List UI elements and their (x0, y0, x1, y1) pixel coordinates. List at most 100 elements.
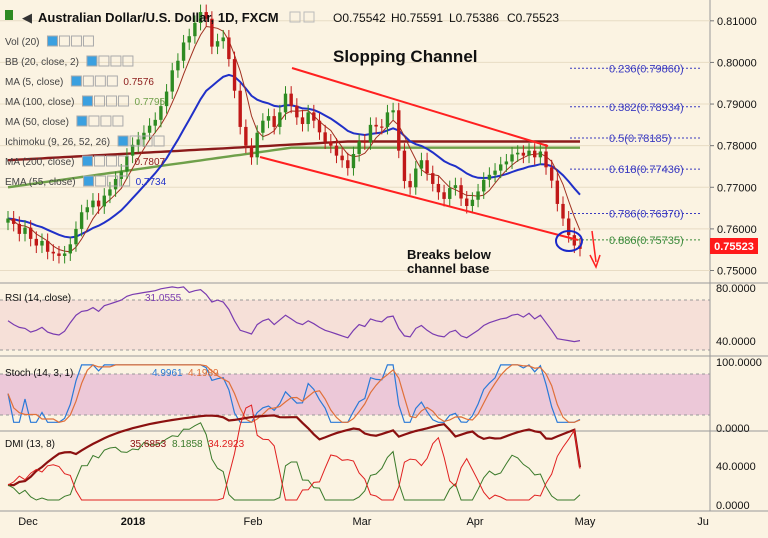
candle-body (45, 240, 50, 252)
legend-control-icon[interactable] (129, 135, 141, 147)
dmi-adx-line (7, 414, 582, 487)
ema55-line (7, 73, 581, 239)
symbol-title: Australian Dollar/U.S. Dollar, 1D, FXCM (38, 10, 279, 25)
time-axis-label: May (575, 516, 596, 528)
candle-body (238, 90, 242, 127)
stoch-d-value: 4.1989 (188, 368, 219, 379)
fib-label: 0.886(0.75735) (609, 235, 684, 247)
candle-body (11, 218, 16, 224)
legend-control-icon[interactable] (70, 75, 82, 87)
fib-label: 0.786(0.76370) (609, 208, 684, 220)
legend-control-icon[interactable] (88, 115, 100, 127)
legend-control-icon[interactable] (107, 175, 119, 187)
candle-body (516, 152, 520, 155)
candle-body (493, 170, 497, 175)
down-arrow-icon (591, 230, 597, 263)
candle-body (504, 161, 509, 165)
legend-control-icon[interactable] (119, 175, 131, 187)
candle-body (40, 240, 44, 246)
dmi-label: DMI (13, 8) (5, 439, 55, 450)
legend-control-icon[interactable] (93, 155, 105, 167)
channel-top-line[interactable] (291, 67, 549, 147)
legend-value: 0.7734 (136, 177, 167, 188)
legend-control-icon[interactable] (105, 95, 117, 107)
legend-control-icon[interactable] (153, 135, 165, 147)
rsi-label: RSI (14, close) (5, 293, 71, 304)
dmi-axis-40: 40.0000 (716, 461, 756, 473)
time-axis-label: Ju (697, 516, 709, 528)
header-icons[interactable] (289, 11, 315, 23)
legend-control-icon[interactable] (117, 155, 129, 167)
legend-control-icon[interactable] (122, 55, 134, 67)
candle-body (249, 145, 254, 158)
candle-body (68, 244, 72, 254)
legend-control-icon[interactable] (98, 55, 110, 67)
price-axis-label: 0.79000 (717, 99, 757, 111)
stoch-axis-100: 100.0000 (716, 357, 762, 369)
legend-control-icon[interactable] (70, 35, 82, 47)
dmi-plus-value: 8.1858 (172, 439, 203, 450)
legend-control-icon[interactable] (93, 95, 105, 107)
candle-body (465, 198, 469, 207)
price-badge-text: 0.75523 (714, 241, 754, 253)
legend-control-icon[interactable] (82, 75, 94, 87)
header-icon[interactable] (303, 11, 315, 23)
candle-body (544, 151, 548, 168)
price-axis-panel (710, 0, 768, 533)
legend-control-icon[interactable] (58, 35, 70, 47)
candle-body (419, 160, 424, 169)
candle-body (397, 110, 401, 151)
legend-control-icon[interactable] (86, 55, 98, 67)
legend-control-icon[interactable] (46, 35, 58, 47)
legend-control-icon[interactable] (95, 175, 107, 187)
legend-control-icon[interactable] (110, 55, 122, 67)
collapse-icon[interactable]: ◀ (22, 10, 32, 25)
candle-body (34, 238, 39, 246)
candle-body (499, 164, 503, 171)
candle-body (187, 36, 191, 43)
candle-body (266, 116, 271, 121)
legend-control-icon[interactable] (112, 115, 124, 127)
legend-control-icon[interactable] (81, 155, 93, 167)
fib-label: 0.618(0.77436) (609, 164, 684, 176)
candle-body (119, 171, 123, 179)
candle-body (436, 183, 441, 193)
legend-control-icon[interactable] (76, 115, 88, 127)
ma100-line (7, 146, 580, 189)
legend-control-icon[interactable] (83, 175, 95, 187)
legend-value: 0.7576 (123, 77, 154, 88)
candle-icon[interactable] (5, 10, 13, 20)
legend-control-icon[interactable] (141, 135, 153, 147)
legend-control-icon[interactable] (117, 95, 129, 107)
candle-body (215, 41, 220, 47)
candle-body (527, 150, 531, 156)
candle-body (289, 93, 293, 106)
candle-body (368, 124, 373, 143)
price-axis-label: 0.80000 (717, 57, 757, 69)
candle-body (130, 144, 135, 156)
channel-base-line[interactable] (259, 156, 579, 241)
candle-body (414, 168, 418, 188)
legend-label: Vol (20) (5, 37, 39, 48)
candle-body (306, 112, 310, 125)
time-axis-label: Mar (353, 516, 372, 528)
header-icon[interactable] (289, 11, 301, 23)
legend-label: MA (100, close) (5, 97, 74, 108)
candle-body (176, 60, 180, 71)
legend-value: 0.7807 (134, 157, 165, 168)
legend-control-icon[interactable] (117, 135, 129, 147)
legend-control-icon[interactable] (105, 155, 117, 167)
legend-control-icon[interactable] (106, 75, 118, 87)
candle-body (17, 223, 22, 234)
dmi-panel (0, 431, 710, 511)
legend-control-icon[interactable] (94, 75, 106, 87)
legend-control-icon[interactable] (100, 115, 112, 127)
legend-control-icon[interactable] (82, 35, 94, 47)
time-axis-label: Feb (244, 516, 263, 528)
time-axis-label: Dec (18, 516, 38, 528)
legend-control-icon[interactable] (81, 95, 93, 107)
stoch-k-line (7, 364, 581, 423)
time-axis-label: Apr (466, 516, 483, 528)
candle-body (391, 110, 395, 113)
